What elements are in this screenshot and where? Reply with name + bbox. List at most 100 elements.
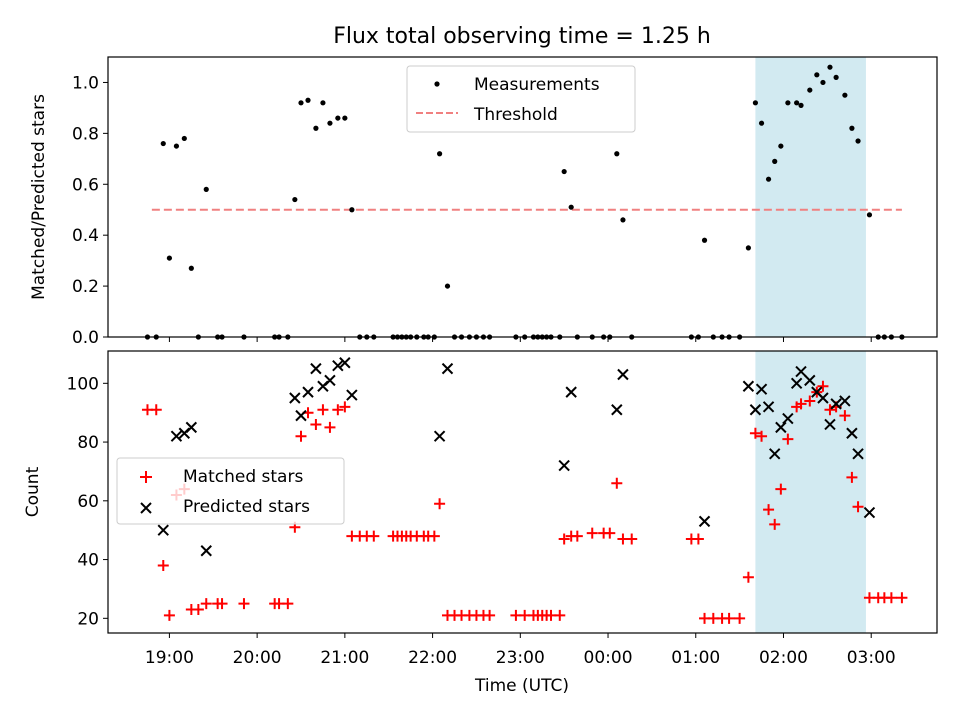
matched-star-point: [611, 477, 623, 489]
bottom-axes-frame: [107, 350, 938, 634]
predicted-star-point: [846, 427, 858, 439]
predicted-stars-points: [157, 357, 876, 557]
bottom-y-axis-label: Count: [23, 466, 43, 517]
measurement-point: [794, 100, 800, 106]
matched-star-point: [896, 592, 908, 604]
legend-matched-marker: [140, 471, 152, 483]
top-legend: Measurements Threshold: [406, 65, 636, 133]
measurement-point: [855, 138, 861, 144]
x-tick-label: 23:00: [496, 648, 545, 668]
matched-star-point: [150, 404, 162, 416]
x-tick-label: 21:00: [320, 648, 369, 668]
matched-star-point: [626, 533, 638, 545]
x-axis-label: Time (UTC): [474, 676, 569, 696]
predicted-star-point: [617, 368, 629, 381]
matched-star-point: [824, 404, 836, 416]
measurement-point: [444, 283, 451, 289]
measurement-point: [785, 100, 791, 106]
measurement-point: [814, 72, 820, 78]
bottom-legend: Matched stars Predicted stars: [116, 457, 345, 525]
y-tick-label: 0.2: [72, 277, 99, 297]
x-tick-label: 02:00: [759, 648, 808, 668]
matched-star-point: [571, 530, 583, 542]
measurement-point: [798, 102, 804, 108]
legend-matched-label: Matched stars: [183, 467, 303, 487]
top-x-ticks: [168, 337, 872, 342]
predicted-star-point: [790, 377, 803, 390]
predicted-star-point: [755, 383, 768, 395]
predicted-star-point: [698, 515, 711, 528]
measurement-point: [820, 79, 826, 86]
measurement-point: [160, 140, 166, 147]
matched-stars-points: [141, 380, 908, 624]
x-tick-label: 01:00: [671, 648, 720, 668]
predicted-star-point: [852, 448, 864, 460]
predicted-star-point: [762, 401, 775, 413]
predicted-star-point: [749, 404, 762, 416]
matched-star-point: [885, 592, 897, 604]
matched-star-point: [295, 430, 307, 442]
measurement-point: [313, 125, 319, 131]
measurement-point: [437, 151, 443, 157]
matched-star-point: [434, 498, 446, 510]
predicted-star-point: [332, 359, 344, 372]
predicted-star-point: [830, 398, 842, 410]
measurement-point: [335, 115, 341, 121]
measurement-point: [765, 176, 772, 182]
predicted-star-point: [775, 421, 787, 434]
measurement-point: [173, 143, 180, 149]
y-tick-label: 0.4: [72, 226, 99, 246]
y-tick-label: 0.6: [72, 175, 99, 195]
matched-star-point: [846, 471, 858, 483]
matched-star-point: [163, 609, 175, 621]
measurement-point: [849, 125, 855, 131]
matched-star-point: [769, 518, 781, 530]
matched-star-point: [817, 380, 829, 392]
measurement-point: [181, 135, 187, 142]
matched-star-point: [192, 604, 204, 615]
top-highlight-span: [755, 57, 866, 337]
predicted-star-point: [817, 392, 829, 404]
legend-measurement-marker: [434, 81, 440, 87]
matched-star-point: [324, 421, 336, 433]
measurement-point: [305, 97, 311, 103]
predicted-star-point: [289, 392, 301, 404]
predicted-star-point: [200, 545, 212, 557]
measurement-point: [342, 115, 348, 121]
y-tick-label: 40: [77, 551, 99, 571]
y-tick-label: 100: [67, 374, 99, 394]
matched-star-point: [692, 533, 704, 545]
figure-title: Flux total observing time = 1.25 h: [333, 24, 711, 49]
predicted-star-point: [565, 386, 577, 398]
top-legend-box: [406, 65, 636, 133]
y-tick-label: 80: [77, 433, 99, 453]
y-tick-label: 1.0: [72, 73, 99, 93]
predicted-star-point: [769, 448, 781, 460]
observing-window-span: [755, 351, 866, 633]
measurement-point: [298, 100, 304, 106]
top-panel: 0.0 0.2 0.4 0.6 0.8 1.0 Matched/Predicted sta…: [29, 56, 938, 348]
matched-star-point: [339, 401, 351, 413]
measurement-point: [772, 158, 778, 164]
legend-predicted-label: Predicted stars: [183, 497, 310, 517]
measurement-point: [614, 151, 620, 157]
matched-star-point: [332, 404, 344, 416]
predicted-star-point: [295, 409, 307, 422]
matched-star-point: [282, 598, 294, 610]
y-tick-label: 0.8: [72, 124, 99, 144]
matched-star-point: [734, 612, 746, 624]
x-tick-label: 03:00: [847, 648, 896, 668]
observing-window-span: [755, 57, 866, 337]
matched-star-point: [317, 404, 329, 416]
measurement-point: [166, 255, 173, 261]
measurement-point: [561, 168, 567, 175]
measurement-point: [758, 120, 765, 126]
predicted-star-point: [310, 362, 322, 375]
predicted-star-point: [346, 389, 358, 401]
measurement-point: [842, 92, 848, 98]
measurement-point: [833, 74, 839, 80]
measurement-point: [349, 207, 355, 213]
measurement-point: [866, 212, 873, 218]
matched-star-point: [782, 433, 794, 445]
